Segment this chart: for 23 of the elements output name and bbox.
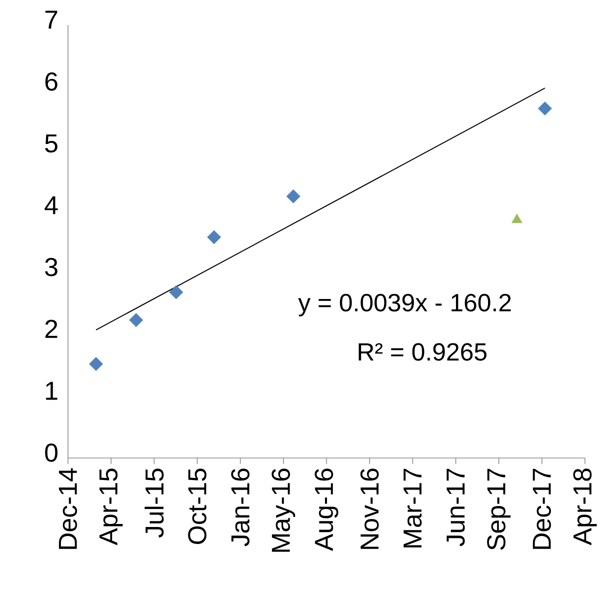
x-tick-label: Jun-17 [446, 468, 465, 546]
x-tick-label: Dec-14 [58, 468, 78, 549]
y-tick-label: 7 [45, 10, 58, 29]
x-tick-label: Apr-15 [99, 468, 123, 546]
x-tick-label: Aug-16 [314, 468, 338, 551]
x-tick-label: Jan-16 [231, 468, 250, 546]
y-tick-label: 4 [44, 196, 58, 214]
x-tick-label: May-16 [272, 468, 296, 552]
x-tick-label: Oct-15 [188, 468, 206, 544]
x-tick-label: Dec-17 [532, 468, 551, 549]
y-tick-label: 6 [45, 72, 58, 91]
y-tick-label: 5 [45, 134, 58, 153]
y-tick-label: 1 [46, 382, 58, 400]
x-tick-label: Apr-18 [573, 468, 597, 546]
x-tick-label: Mar-17 [404, 468, 422, 548]
y-tick-label: 0 [45, 443, 58, 462]
y-tick-label: 2 [45, 320, 58, 338]
annotation: y = 0.0039x - 160.2 [298, 294, 511, 316]
y-tick-label: 3 [45, 258, 58, 276]
x-tick-label: Nov-16 [360, 468, 379, 549]
x-tick-label: Jul-15 [144, 468, 164, 538]
annotation: R² = 0.9265 [358, 343, 486, 361]
x-tick-label: Sep-17 [487, 468, 511, 550]
